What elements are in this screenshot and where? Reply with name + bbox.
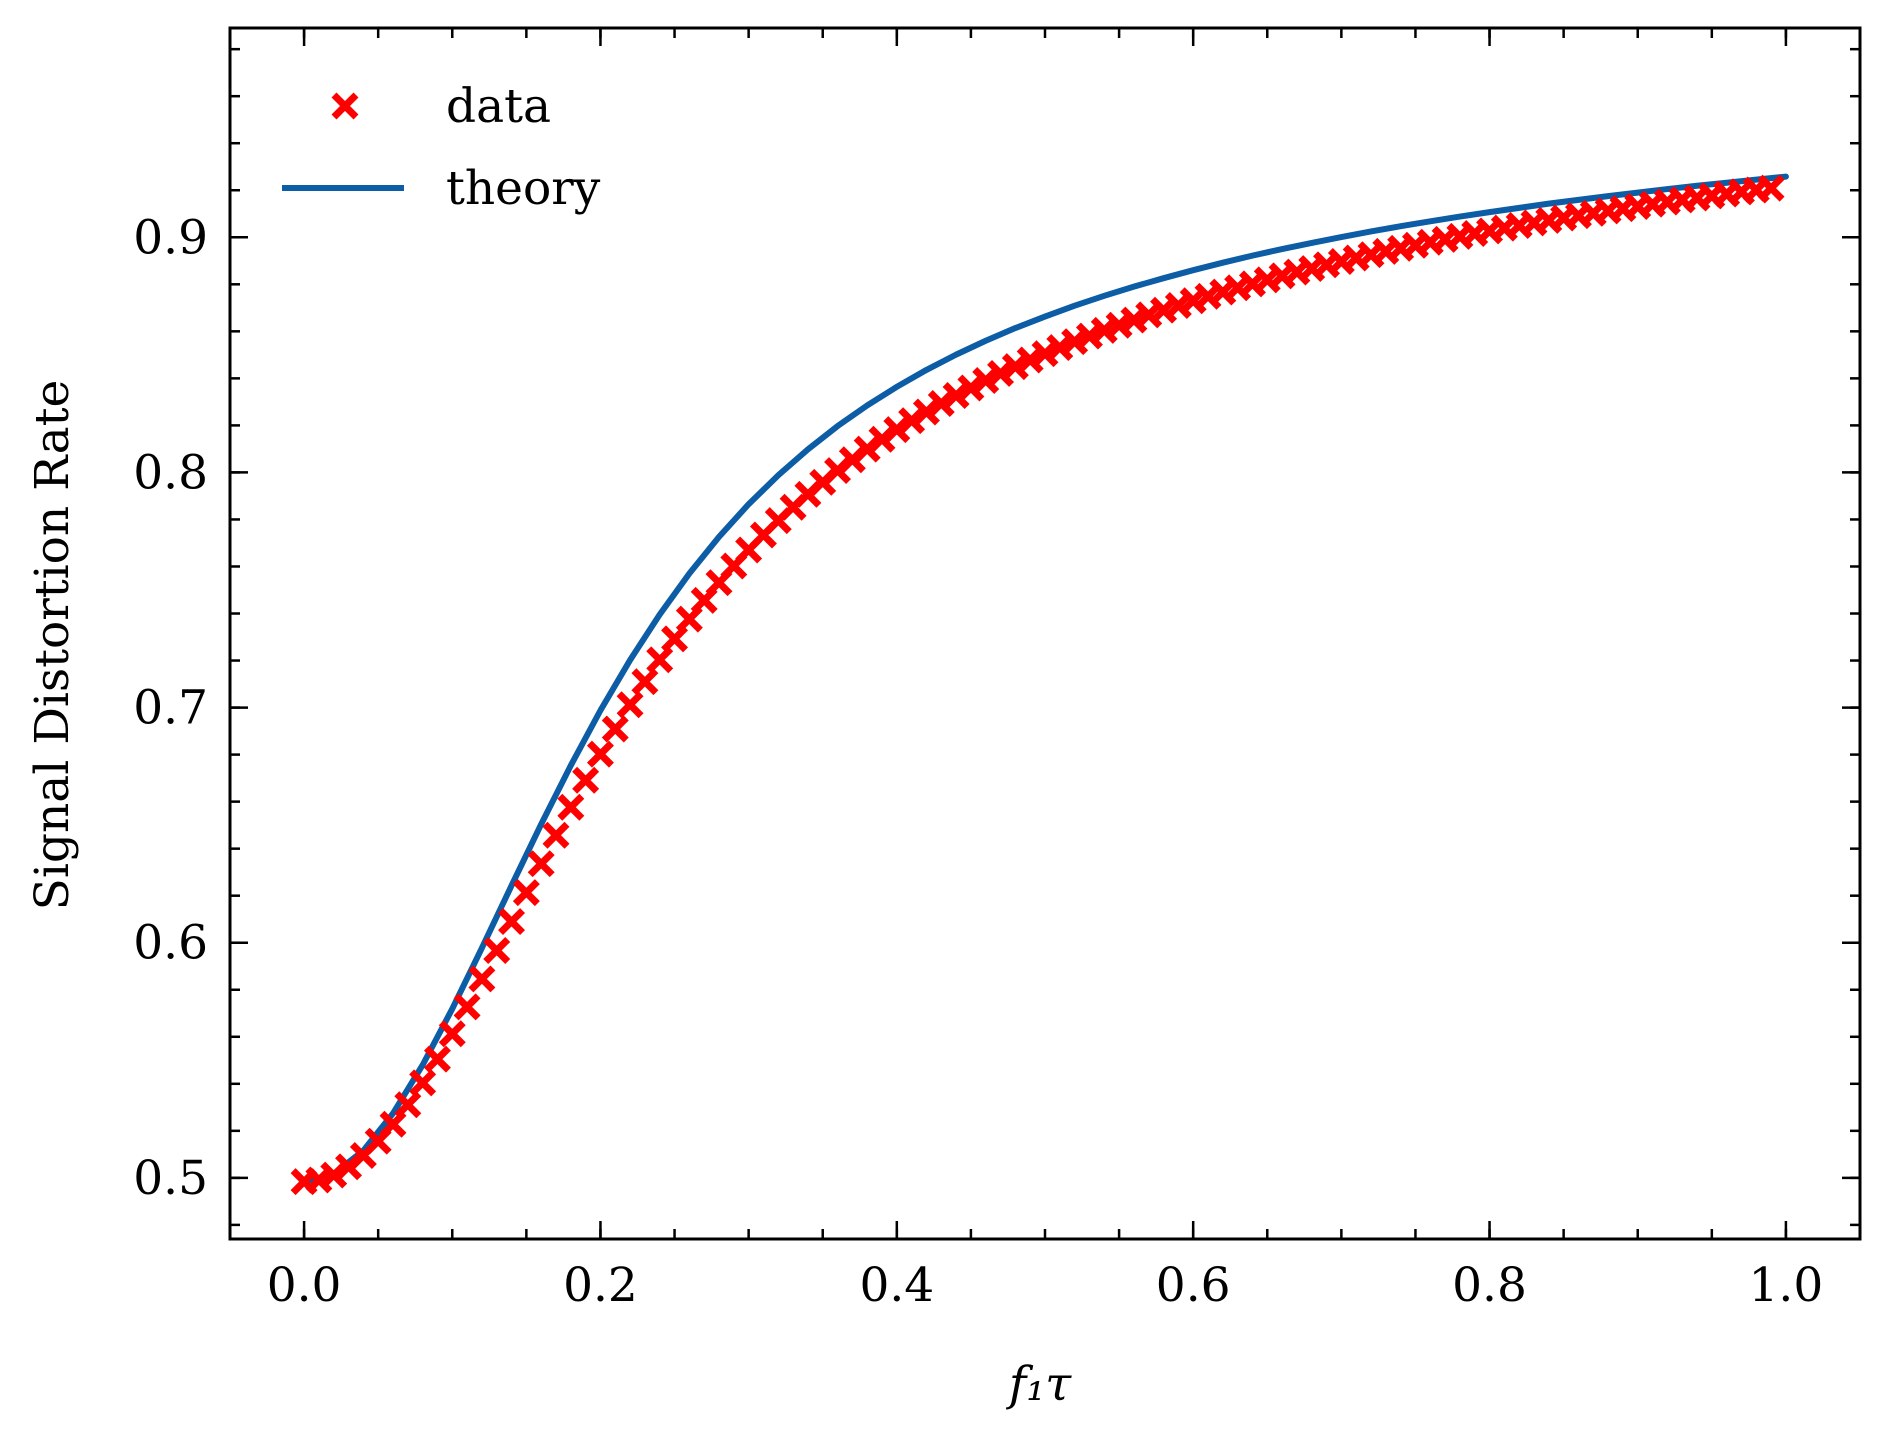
data-point	[409, 1069, 437, 1097]
data-point	[1090, 316, 1118, 344]
y-tick-label: 0.8	[133, 445, 208, 500]
data-point	[957, 374, 985, 402]
tick-labels: 0.0 0.2 0.4 0.6 0.8 1.0 0.5 0.6 0.7 0.8 0.9	[133, 210, 1823, 1313]
plot-area	[290, 173, 1789, 1196]
data-point	[483, 937, 511, 964]
data-point	[1001, 353, 1029, 381]
y-axis-label: Signal Distortion Rate	[25, 380, 80, 911]
data-point	[927, 390, 955, 418]
data-point	[898, 407, 926, 435]
legend: data theory	[282, 79, 601, 216]
data-point	[453, 993, 481, 1021]
data-point	[1046, 334, 1074, 362]
data-point	[394, 1091, 422, 1119]
data-point	[972, 367, 1000, 394]
data-point	[498, 908, 526, 936]
data-point	[912, 398, 940, 426]
legend-label: theory	[446, 161, 601, 216]
data-point	[646, 646, 674, 674]
x-tick-label: 0.2	[563, 1258, 638, 1313]
y-tick-label: 0.9	[133, 210, 208, 265]
data-point	[1757, 174, 1785, 202]
data-point	[512, 879, 540, 907]
data-point	[987, 359, 1015, 387]
axes	[228, 26, 1862, 1241]
data-point	[423, 1045, 451, 1073]
legend-label: data	[446, 79, 551, 134]
data-point	[320, 1161, 348, 1189]
data-point	[1061, 328, 1089, 356]
data-point	[542, 821, 570, 849]
data-point	[942, 382, 970, 410]
data-point	[868, 425, 896, 453]
y-tick-label: 0.5	[133, 1151, 208, 1206]
data-point	[883, 416, 911, 444]
x-tick-label: 0.0	[267, 1258, 342, 1313]
y-tick-label: 0.7	[133, 681, 208, 736]
data-point	[527, 850, 555, 878]
data-point	[601, 715, 629, 743]
x-tick-label: 0.6	[1156, 1258, 1231, 1313]
data-point	[1075, 322, 1103, 350]
x-tick-label: 0.4	[859, 1258, 934, 1313]
data-point	[468, 965, 496, 993]
series-line-theory	[301, 173, 1789, 1185]
data-point	[631, 668, 659, 696]
data-point	[438, 1020, 466, 1048]
data-point	[616, 691, 644, 719]
data-point	[1120, 306, 1148, 334]
legend-marker-x	[331, 92, 359, 120]
data-point	[1031, 340, 1059, 368]
x-tick-label: 1.0	[1749, 1258, 1824, 1313]
x-tick-label: 0.8	[1452, 1258, 1527, 1313]
data-point	[572, 766, 600, 794]
data-point	[586, 740, 614, 768]
y-tick-label: 0.6	[133, 916, 208, 971]
data-point	[1016, 346, 1044, 374]
data-point	[557, 793, 585, 821]
data-point	[1105, 311, 1133, 339]
x-axis-label: f₁τ	[1006, 1357, 1072, 1412]
